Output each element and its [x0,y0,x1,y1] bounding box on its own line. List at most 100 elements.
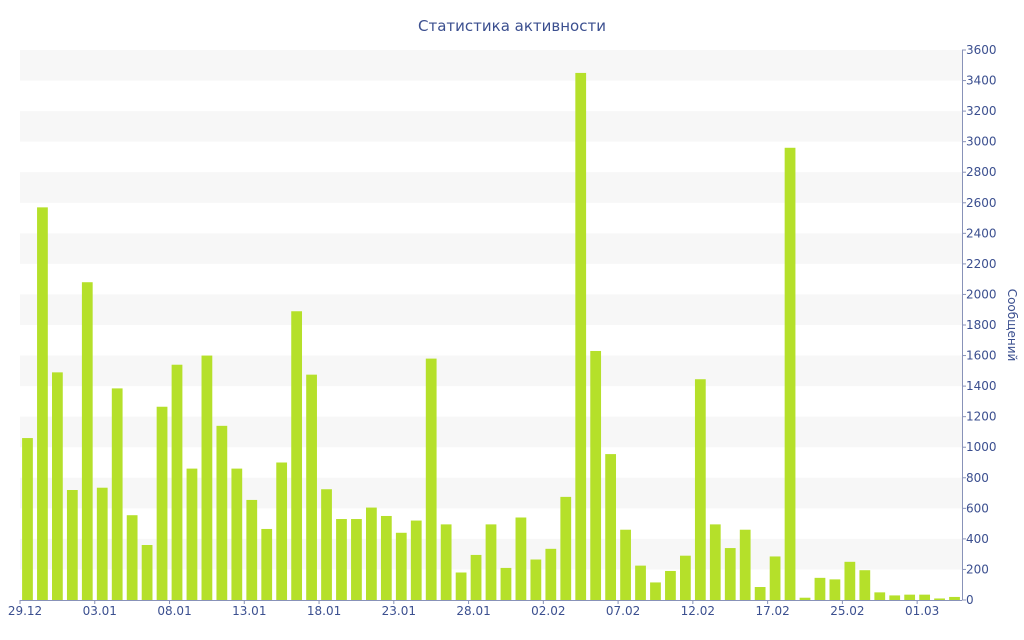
bar [859,570,871,600]
y-tick-label: 1200 [966,410,997,424]
bar [111,388,123,600]
bar [724,548,736,600]
bar [81,282,93,600]
bar [799,597,811,600]
grid-band [20,111,962,142]
bar [844,561,856,600]
bar [560,496,572,601]
y-tick-label: 3000 [966,135,997,149]
bar [201,355,213,600]
y-tick-label: 3400 [966,74,997,88]
x-tick-label: 08.01 [157,604,191,618]
bar [231,468,243,600]
x-tick-label: 01.03 [905,604,939,618]
bar [680,555,691,600]
bar [261,528,273,600]
bar [889,595,901,600]
bar [395,532,407,600]
bar [291,311,303,600]
y-tick-label: 2800 [966,165,997,179]
y-tick-label: 600 [966,501,989,515]
bar [22,438,33,600]
bar [410,520,422,600]
bar [306,374,317,600]
bar [949,596,960,600]
bar [575,72,587,601]
bar [366,507,377,600]
bar [336,519,347,600]
bar [246,499,258,600]
bar [814,577,826,600]
y-tick-label: 1800 [966,318,997,332]
grid-band [20,294,962,325]
bar [485,524,497,601]
bar [440,524,452,601]
x-tick-label: 18.01 [307,604,341,618]
bar [380,515,392,600]
bar [171,364,183,600]
bar [650,582,661,600]
x-tick-label: 13.01 [232,604,266,618]
bar [739,529,751,600]
bar [321,489,332,600]
bar [96,487,108,600]
y-tick-label: 800 [966,471,989,485]
bar [934,598,945,600]
bar [605,454,617,600]
bar [635,565,646,601]
x-tick-label: 29.12 [8,604,42,618]
bar [829,579,841,601]
y-tick-label: 2400 [966,226,997,240]
x-tick-label: 25.02 [830,604,864,618]
bar [66,490,78,600]
bar [141,545,153,600]
x-tick-label: 23.01 [382,604,416,618]
bars-group [22,72,960,601]
chart-title: Статистика активности [418,17,606,35]
bar [784,147,796,600]
bar [590,350,602,600]
y-tick-label: 400 [966,532,989,546]
bar [216,425,228,600]
y-tick-label: 200 [966,562,989,576]
bar [425,358,437,600]
bar [351,519,362,600]
y-tick-label: 3200 [966,104,997,118]
bar [126,515,138,600]
x-tick-label: 07.02 [606,604,640,618]
bar [904,594,916,600]
grid-bands [20,50,962,570]
axes-group: 0 200 400 600 800 1000 1200 1400 1600 1800 2000 220… [8,43,997,618]
bar [37,207,48,601]
grid-band [20,172,962,203]
bar [470,554,482,600]
bar [709,524,721,601]
grid-band [20,355,962,387]
bar [769,556,781,600]
x-tick-label: 02.02 [531,604,565,618]
bar [186,468,198,600]
bar [156,406,168,600]
y-tick-label: 1600 [966,349,997,363]
bar [500,567,512,600]
bar [665,570,676,600]
bar [455,572,467,600]
x-tick-label: 03.01 [83,604,117,618]
bar [515,517,527,600]
x-tick-label: 17.02 [755,604,789,618]
y-axis-label: Сообщений [1005,289,1019,362]
bar [620,529,631,600]
bar [919,594,931,600]
grid-band [20,233,962,264]
bar [545,548,557,600]
y-tick-label: 1400 [966,379,997,393]
x-tick-label: 12.02 [681,604,715,618]
bar [276,462,288,600]
x-tick-label: 28.01 [456,604,490,618]
bar [530,559,542,600]
y-tick-label: 1000 [966,440,997,454]
bar [874,592,886,600]
y-tick-label: 2600 [966,196,997,210]
